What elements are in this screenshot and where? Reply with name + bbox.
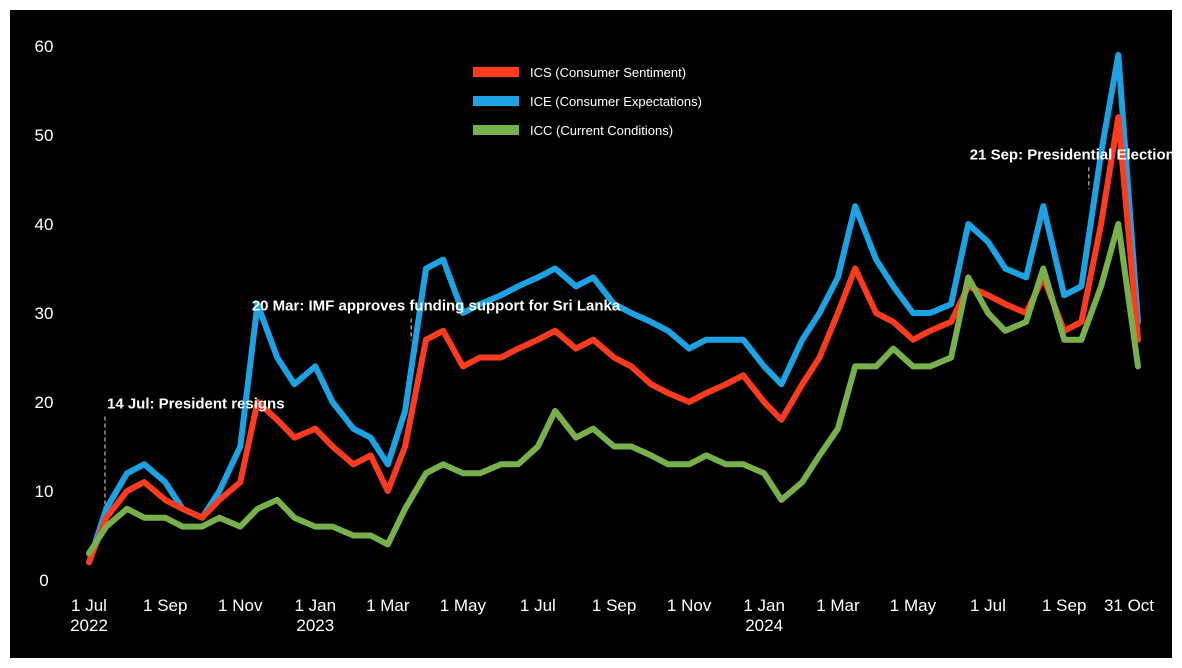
y-tick-label: 10 xyxy=(35,482,54,501)
series-line xyxy=(86,51,1141,566)
y-tick-label: 30 xyxy=(35,304,54,323)
annotation-label: 14 Jul: President resigns xyxy=(107,395,285,412)
x-tick-label: 1 Jul xyxy=(71,596,107,615)
y-tick-label: 40 xyxy=(35,215,54,234)
legend-swatch xyxy=(473,67,519,77)
y-tick-label: 60 xyxy=(35,37,54,56)
annotation-label: 20 Mar: IMF approves funding support for… xyxy=(252,298,621,315)
legend-label: ICS (Consumer Sentiment) xyxy=(530,65,686,80)
y-axis: 0 10 20 30 40 50 60 xyxy=(35,37,54,590)
x-tick-label: 1 Mar xyxy=(366,596,410,615)
x-tick-label: 1 Sep xyxy=(143,596,187,615)
x-tick-label: 1 Nov xyxy=(667,596,712,615)
x-tick-label: 1 Jan xyxy=(743,596,785,615)
x-tick-year-label: 2022 xyxy=(70,616,108,635)
x-tick-label: 1 Mar xyxy=(816,596,860,615)
x-tick-label: 1 Nov xyxy=(218,596,263,615)
series-layer xyxy=(86,51,1141,566)
x-tick-label: 1 Sep xyxy=(592,596,636,615)
x-tick-label: 1 Sep xyxy=(1042,596,1086,615)
legend-label: ICC (Current Conditions) xyxy=(530,123,673,138)
legend-swatch xyxy=(473,125,519,135)
y-tick-label: 20 xyxy=(35,393,54,412)
y-tick-label: 50 xyxy=(35,126,54,145)
annotation-lines xyxy=(104,167,1090,505)
x-tick-label: 1 Jan xyxy=(294,596,336,615)
annotation-labels: 14 Jul: President resigns 20 Mar: IMF app… xyxy=(107,146,1175,412)
x-tick-label: 1 Jul xyxy=(520,596,556,615)
legend: ICS (Consumer Sentiment) ICE (Consumer Ex… xyxy=(473,65,702,138)
x-tick-label: 1 May xyxy=(440,596,487,615)
x-tick-year-label: 2024 xyxy=(745,616,783,635)
legend-label: ICE (Consumer Expectations) xyxy=(530,94,702,109)
chart-panel xyxy=(10,10,1172,658)
series-line xyxy=(86,221,1141,557)
series-line xyxy=(86,114,1141,566)
x-tick-label: 1 Jul xyxy=(970,596,1006,615)
annotation-label: 21 Sep: Presidential Election xyxy=(970,146,1175,163)
x-tick-label: 31 Oct xyxy=(1104,596,1154,615)
x-tick-year-label: 2023 xyxy=(296,616,334,635)
legend-swatch xyxy=(473,96,519,106)
y-tick-label: 0 xyxy=(39,571,48,590)
x-tick-label: 1 May xyxy=(890,596,937,615)
